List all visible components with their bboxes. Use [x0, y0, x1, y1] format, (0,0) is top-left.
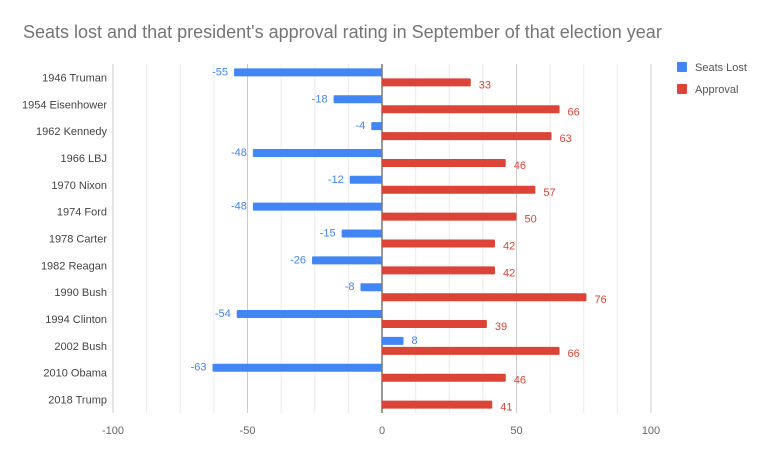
seats-lost-data-label: -4 — [355, 120, 365, 132]
category-label: 1982 Reagan — [41, 260, 107, 272]
seats-lost-bar — [212, 363, 382, 372]
seats-lost-bar — [349, 175, 382, 184]
approval-data-label: 46 — [514, 375, 526, 387]
x-tick-label: 50 — [510, 425, 522, 437]
seats-lost-bar — [234, 68, 382, 77]
seats-lost-data-label: 8 — [412, 335, 418, 347]
approval-bar — [382, 266, 495, 275]
x-tick-label: -50 — [240, 425, 256, 437]
approval-data-label: 46 — [514, 160, 526, 172]
approval-bar — [382, 239, 495, 248]
approval-data-label: 63 — [559, 133, 571, 145]
approval-data-label: 57 — [543, 187, 555, 199]
category-label: 1970 Nixon — [51, 180, 107, 192]
legend-label: Seats Lost — [695, 62, 747, 74]
seats-lost-data-label: -48 — [231, 201, 247, 213]
seats-lost-bar — [333, 95, 382, 104]
seats-lost-data-label: -63 — [191, 362, 207, 374]
approval-bar — [382, 78, 471, 87]
approval-data-label: 66 — [568, 106, 580, 118]
seats-lost-data-label: -8 — [345, 281, 355, 293]
approval-data-label: 33 — [479, 79, 491, 91]
category-label: 2010 Obama — [43, 368, 107, 380]
approval-bar — [382, 132, 552, 141]
seats-lost-bar — [236, 310, 382, 319]
seats-lost-data-label: -18 — [312, 93, 328, 105]
category-label: 2002 Bush — [54, 341, 107, 353]
approval-data-label: 39 — [495, 321, 507, 333]
x-tick-label: 100 — [642, 425, 660, 437]
approval-data-label: 41 — [500, 402, 512, 414]
x-tick-label: -100 — [102, 425, 124, 437]
seats-lost-bar — [341, 229, 382, 238]
seats-lost-data-label: -12 — [328, 174, 344, 186]
legend-swatch — [677, 62, 687, 72]
approval-data-label: 66 — [568, 348, 580, 360]
approval-bar — [382, 400, 493, 409]
category-label: 2018 Trump — [48, 395, 107, 407]
approval-bar — [382, 320, 487, 329]
approval-data-label: 42 — [503, 241, 515, 253]
seats-lost-bar — [252, 148, 382, 157]
legend-swatch — [677, 84, 687, 94]
approval-data-label: 76 — [594, 294, 606, 306]
seats-lost-data-label: -54 — [215, 308, 231, 320]
approval-bar — [382, 185, 536, 194]
seats-lost-data-label: -15 — [320, 228, 336, 240]
approval-bar — [382, 293, 587, 302]
seats-lost-bar — [252, 202, 382, 211]
seats-lost-data-label: -55 — [212, 66, 228, 78]
category-label: 1990 Bush — [54, 287, 107, 299]
approval-bar — [382, 346, 560, 355]
approval-bar — [382, 158, 506, 167]
category-label: 1954 Eisenhower — [22, 99, 107, 111]
seats-lost-bar — [382, 336, 404, 345]
seats-lost-data-label: -48 — [231, 147, 247, 159]
approval-bar — [382, 373, 506, 382]
legend-label: Approval — [695, 84, 738, 96]
approval-data-label: 50 — [525, 214, 537, 226]
approval-bar — [382, 212, 517, 221]
category-label: 1966 LBJ — [61, 153, 107, 165]
approval-data-label: 42 — [503, 267, 515, 279]
category-label: 1994 Clinton — [45, 314, 107, 326]
category-label: 1974 Ford — [57, 207, 107, 219]
x-tick-label: 0 — [379, 425, 385, 437]
approval-bar — [382, 105, 560, 114]
category-label: 1946 Truman — [42, 72, 107, 84]
seats-lost-data-label: -26 — [290, 254, 306, 266]
seats-lost-bar — [371, 122, 382, 131]
seats-lost-bar — [312, 256, 382, 265]
category-label: 1978 Carter — [49, 234, 107, 246]
category-label: 1962 Kennedy — [36, 126, 107, 138]
seats-lost-bar — [360, 283, 382, 292]
chart-title: Seats lost and that president's approval… — [23, 22, 662, 42]
